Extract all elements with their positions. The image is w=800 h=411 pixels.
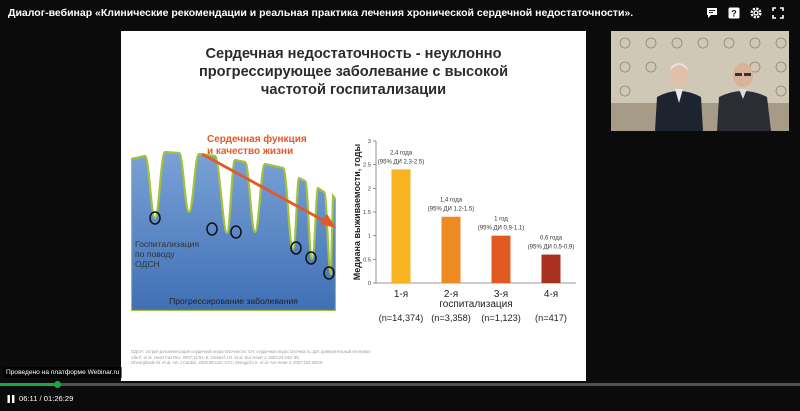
x-count-label: (n=1,123) [481, 313, 521, 323]
bar-value-label: 1 год [494, 217, 508, 223]
slide-title: Сердечная недостаточность - неуклонно пр… [121, 45, 586, 99]
x-category-label: 2-я [444, 289, 458, 300]
bar-value-label: 0,6 года [540, 236, 563, 242]
function-curve-area [131, 150, 336, 311]
trend-arrowhead [320, 214, 336, 228]
pause-icon[interactable] [6, 394, 16, 404]
progression-axis-label: Прогрессирование заболевания [169, 296, 298, 306]
bar-value-label: 2,4 года [390, 150, 413, 156]
slide-title-line: частотой госпитализации [260, 82, 447, 98]
bar-value-label: 1,4 года [440, 198, 463, 204]
slide-footnote: ОДСН: острая декомпенсация сердечной нед… [131, 349, 371, 365]
survival-bar-chart: 0 0.5 1 1.5 2 2.5 3 Медиана выживаемости, годы 2… [352, 139, 576, 323]
trend-arrow [201, 152, 329, 225]
y-tick-label: 3 [368, 139, 371, 145]
platform-label: Проведено на платформе Webinar.ru [3, 367, 123, 378]
presenter-right [717, 63, 771, 131]
function-label: Сердечная функция и качество жизни [207, 134, 307, 157]
hospitalization-marker [230, 225, 242, 239]
bar-3 [491, 235, 511, 283]
help-icon[interactable]: ? [727, 6, 741, 20]
top-bar: Диалог-вебинар «Клинические рекомендации… [0, 0, 800, 28]
heart-failure-progression-figure [131, 150, 336, 311]
x-category-label: 4-я [544, 289, 558, 300]
fullscreen-icon[interactable] [771, 6, 785, 20]
presenter-left [655, 63, 703, 131]
x-count-label: (n=14,374) [379, 313, 424, 323]
hospitalization-marker [149, 211, 161, 225]
x-count-label: (n=417) [535, 313, 567, 323]
x-axis-label: госпитализация [439, 299, 512, 310]
y-tick-label: 1.5 [363, 210, 371, 216]
bar-1 [391, 169, 411, 283]
presenter-webcam [611, 31, 789, 131]
y-tick-label: 1 [368, 234, 371, 240]
y-tick-label: 2.5 [363, 163, 371, 169]
hospitalization-marker [206, 222, 218, 236]
progress-bar[interactable] [0, 381, 800, 388]
y-axis-label: Медиана выживаемости, годы [352, 143, 362, 280]
chat-icon[interactable] [705, 6, 719, 20]
svg-text:?: ? [731, 9, 737, 19]
bar-2 [441, 216, 461, 283]
progress-fill [0, 383, 58, 386]
x-category-label: 3-я [494, 289, 508, 300]
bar-ci-label: (95% ДИ 0,9-1.1) [478, 226, 524, 232]
x-category-label: 1-я [394, 289, 408, 300]
slide-title-line: Сердечная недостаточность - неуклонно [205, 46, 502, 62]
x-count-label: (n=3,358) [431, 313, 471, 323]
webinar-title: Диалог-вебинар «Клинические рекомендации… [8, 7, 634, 19]
settings-icon[interactable] [749, 6, 763, 20]
hospitalization-marker [290, 241, 302, 255]
wall-emblem-pattern [619, 37, 787, 97]
hospitalization-label: Госпитализация по поводу ОДСН [135, 239, 200, 269]
bar-ci-label: (95% ДИ 2.3-2.5) [378, 159, 424, 165]
bar-4 [541, 254, 561, 283]
y-tick-label: 2 [368, 186, 371, 192]
bar-ci-label: (95% ДИ 0.5-0,9) [528, 245, 574, 251]
bar-ci-label: (95% ДИ 1.2-1.5) [428, 207, 474, 213]
hospitalization-marker [305, 251, 317, 265]
presentation-slide: Сердечная недостаточность - неуклонно пр… [121, 31, 586, 381]
hospitalization-marker [323, 266, 335, 280]
y-tick-label: 0.5 [363, 257, 371, 263]
slide-title-line: прогрессирующее заболевание с высокой [198, 64, 509, 80]
time-display: 06:11 / 01:26:29 [19, 394, 74, 403]
progress-handle[interactable] [54, 381, 62, 388]
y-tick-label: 0 [368, 281, 371, 287]
